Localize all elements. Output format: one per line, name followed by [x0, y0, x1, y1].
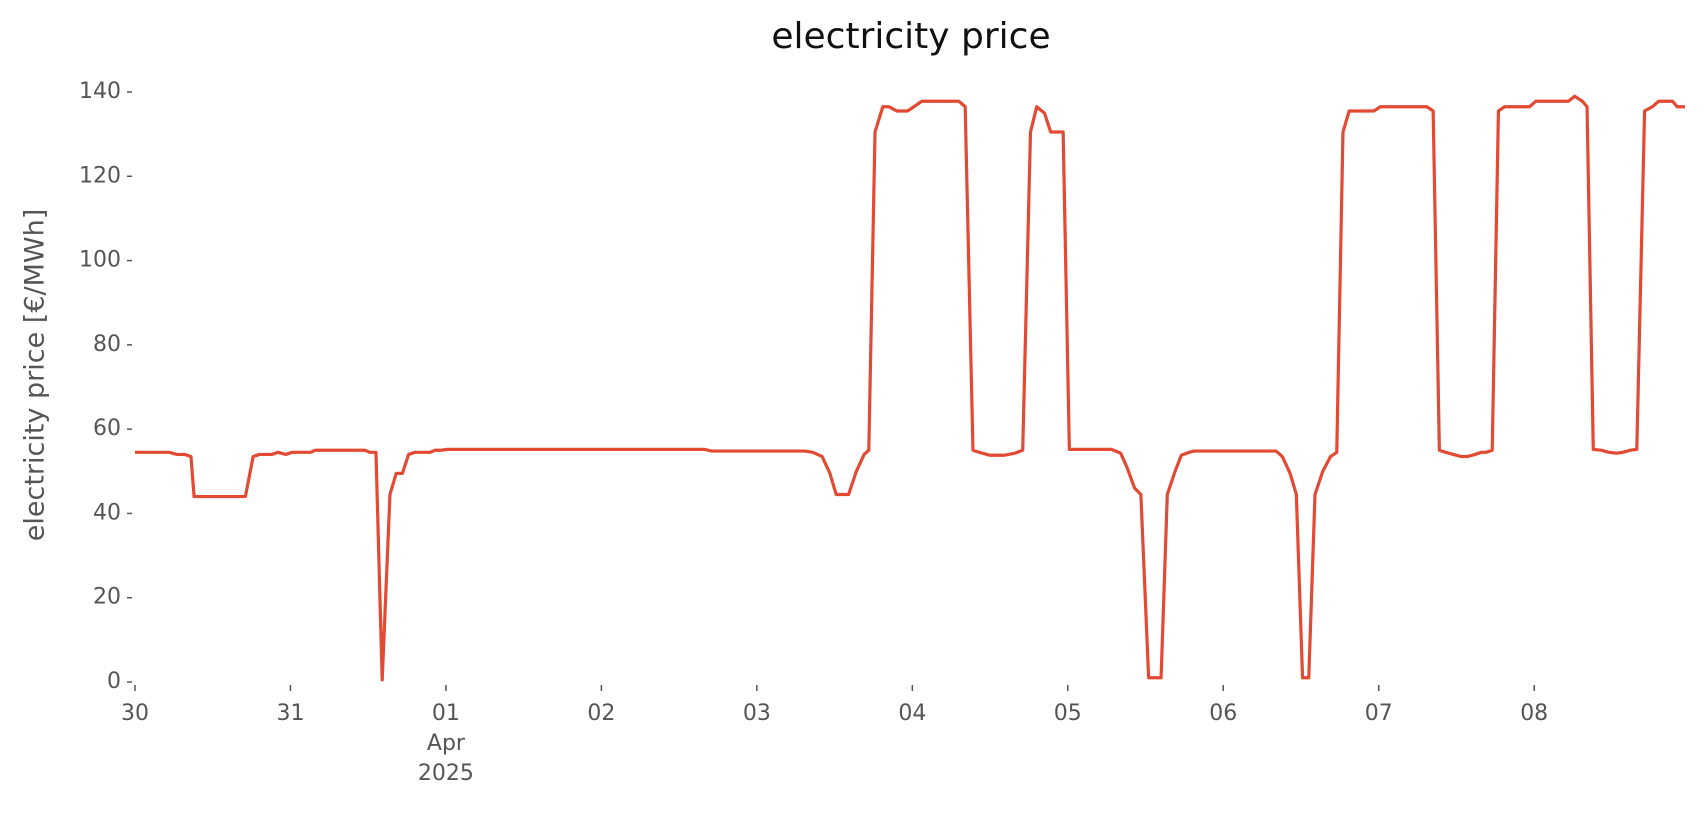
- line-series: [135, 94, 1685, 682]
- x-tick-label: 02: [587, 701, 615, 726]
- x-tick-label: 04: [898, 701, 926, 726]
- y-tick-label: 100: [79, 248, 121, 273]
- y-tick-label: 60: [93, 416, 121, 441]
- x-tick-label: 05: [1054, 701, 1082, 726]
- x-tick-label: 07: [1365, 701, 1393, 726]
- x-tick-label: 01 Apr 2025: [418, 701, 474, 786]
- y-tick-label: 120: [79, 163, 121, 188]
- y-tick-label: 20: [93, 585, 121, 610]
- x-tick-label: 03: [743, 701, 771, 726]
- x-tick-label: 31: [276, 701, 304, 726]
- y-tick-label: 0: [107, 669, 121, 694]
- chart-title: electricity price: [771, 16, 1050, 57]
- y-tick-label: 140: [79, 79, 121, 104]
- y-tick-label: 80: [93, 332, 121, 357]
- y-axis-label: electricity price [€/MWh]: [20, 209, 51, 541]
- x-tick-label: 30: [121, 701, 149, 726]
- y-tick-label: 40: [93, 500, 121, 525]
- x-tick-label: 08: [1520, 701, 1548, 726]
- x-tick-label: 06: [1209, 701, 1237, 726]
